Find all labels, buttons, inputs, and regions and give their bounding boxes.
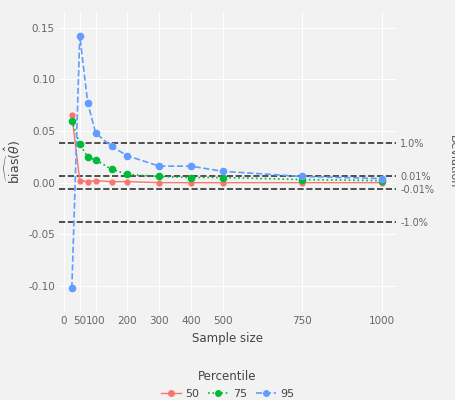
95 (125, 153, 130, 158)
50 (109, 179, 114, 184)
50 (379, 180, 384, 185)
Legend: 50, 75, 95: 50, 75, 95 (157, 366, 298, 400)
95 (93, 131, 98, 136)
50 (157, 180, 162, 185)
75 (93, 158, 98, 162)
75 (379, 178, 384, 183)
Line: 50: 50 (70, 113, 384, 185)
75 (157, 174, 162, 179)
95 (109, 144, 114, 149)
50 (125, 179, 130, 184)
95 (188, 164, 194, 168)
75 (188, 175, 194, 180)
95 (69, 286, 75, 291)
95 (299, 174, 305, 179)
95 (220, 169, 226, 174)
75 (299, 177, 305, 182)
50 (69, 113, 75, 118)
95 (85, 101, 91, 106)
95 (157, 164, 162, 168)
95 (77, 33, 82, 38)
75 (220, 175, 226, 180)
50 (299, 180, 305, 185)
Line: 95: 95 (69, 33, 384, 291)
95 (379, 176, 384, 181)
50 (93, 178, 98, 183)
50 (77, 178, 82, 183)
75 (85, 154, 91, 159)
Y-axis label: $\widehat{\rm bias}(\hat{\theta})$: $\widehat{\rm bias}(\hat{\theta})$ (3, 140, 23, 184)
50 (220, 180, 226, 185)
75 (69, 118, 75, 123)
X-axis label: Sample size: Sample size (192, 332, 263, 345)
75 (109, 167, 114, 172)
Y-axis label: Deviation: Deviation (448, 135, 455, 189)
75 (125, 172, 130, 177)
Line: 75: 75 (69, 118, 384, 184)
50 (188, 180, 194, 185)
50 (85, 179, 91, 184)
75 (77, 142, 82, 147)
